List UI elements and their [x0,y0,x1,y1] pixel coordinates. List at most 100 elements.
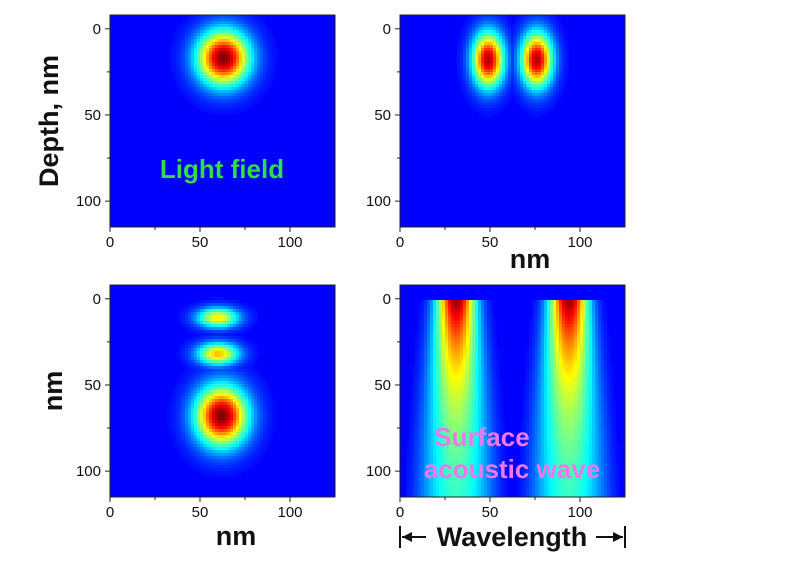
heatmap-cell [248,408,252,412]
heatmap-cell [236,75,240,79]
heatmap-cell [218,405,222,409]
heatmap-cell [499,96,503,100]
heatmap-cell [191,384,195,388]
heatmap-cell [200,57,204,61]
heatmap-cell [553,351,557,355]
heatmap-cell [248,339,252,343]
heatmap-cell [272,54,276,58]
heatmap-cell [538,93,542,97]
heatmap-cell [209,99,213,103]
heatmap-cell [469,18,473,22]
heatmap-cell [514,54,518,58]
heatmap-cell [215,447,219,451]
heatmap-cell [251,33,255,37]
heatmap-cell [463,63,467,67]
heatmap-cell [454,360,458,364]
heatmap-cell [272,45,276,49]
heatmap-cell [463,366,467,370]
heatmap-cell [227,21,231,25]
heatmap-cell [233,339,237,343]
heatmap-cell [502,27,506,31]
heatmap-cell [565,357,569,361]
heatmap-cell [448,339,452,343]
heatmap-cell [496,42,500,46]
heatmap-cell [233,42,237,46]
heatmap-cell [233,357,237,361]
heatmap-cell [215,72,219,76]
heatmap-cell [490,366,494,370]
heatmap-cell [457,45,461,49]
heatmap-cell [212,468,216,472]
heatmap-cell [254,384,258,388]
heatmap-cell [197,447,201,451]
heatmap-cell [191,414,195,418]
heatmap-cell [215,66,219,70]
heatmap-cell [523,78,527,82]
heatmap-cell [209,375,213,379]
heatmap-cell [242,21,246,25]
heatmap-cell [538,342,542,346]
heatmap-cell [191,459,195,463]
heatmap-cell [436,363,440,367]
heatmap-cell [553,354,557,358]
heatmap-cell [203,366,207,370]
heatmap-cell [481,318,485,322]
heatmap-cell [457,360,461,364]
heatmap-cell [607,357,611,361]
heatmap-cell [209,435,213,439]
heatmap-cell [424,351,428,355]
heatmap-cell [257,93,261,97]
heatmap-cell [263,51,267,55]
heatmap-cell [487,312,491,316]
heatmap-cell [493,327,497,331]
heatmap-cell [197,378,201,382]
heatmap-cell [418,330,422,334]
heatmap-cell [251,66,255,70]
heatmap-cell [442,300,446,304]
heatmap-cell [598,300,602,304]
heatmap-cell [194,432,198,436]
heatmap-cell [212,81,216,85]
heatmap-cell [535,75,539,79]
heatmap-cell [206,342,210,346]
heatmap-cell [562,36,566,40]
heatmap-cell [475,42,479,46]
heatmap-cell [179,24,183,28]
heatmap-cell [197,39,201,43]
heatmap-cell [547,96,551,100]
heatmap-cell [236,333,240,337]
heatmap-cell [227,63,231,67]
heatmap-cell [233,381,237,385]
heatmap-cell [556,57,560,61]
heatmap-cell [224,342,228,346]
heatmap-cell [182,360,186,364]
heatmap-cell [427,348,431,352]
heatmap-cell [442,366,446,370]
heatmap-cell [179,444,183,448]
heatmap-cell [191,456,195,460]
heatmap-cell [439,333,443,337]
heatmap-cell [577,306,581,310]
heatmap-cell [251,423,255,427]
heatmap-cell [191,96,195,100]
heatmap-cell [598,312,602,316]
heatmap-cell [221,378,225,382]
heatmap-cell [589,336,593,340]
heatmap-cell [236,414,240,418]
heatmap-cell [236,66,240,70]
heatmap-cell [460,51,464,55]
heatmap-cell [547,309,551,313]
heatmap-cell [212,297,216,301]
heatmap-cell [179,348,183,352]
heatmap-cell [233,435,237,439]
heatmap-cell [239,414,243,418]
heatmap-cell [487,99,491,103]
heatmap-cell [448,357,452,361]
heatmap-cell [472,45,476,49]
heatmap-cell [481,15,485,19]
heatmap-cell [586,306,590,310]
heatmap-cell [257,354,261,358]
heatmap-cell [547,27,551,31]
heatmap-cell [185,444,189,448]
heatmap-cell [592,336,596,340]
